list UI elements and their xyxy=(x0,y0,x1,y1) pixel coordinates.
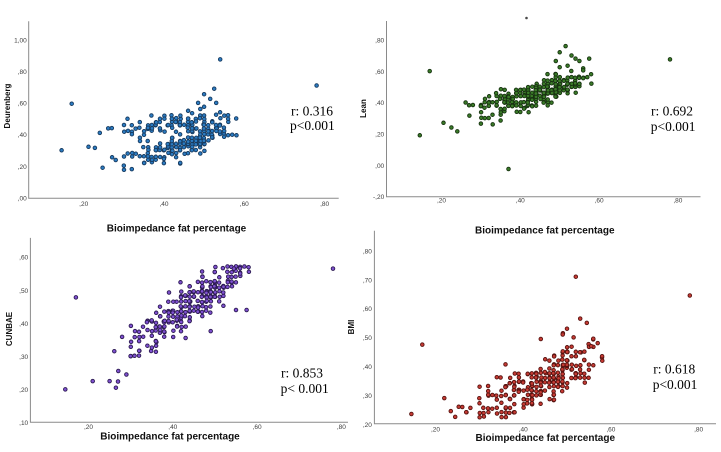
svg-text:-,20: -,20 xyxy=(373,194,385,201)
svg-text:,60: ,60 xyxy=(606,427,615,434)
svg-text:,60: ,60 xyxy=(240,201,249,208)
svg-text:,20: ,20 xyxy=(84,424,93,431)
svg-text:,80: ,80 xyxy=(337,424,346,431)
svg-text:,00: ,00 xyxy=(18,195,27,202)
svg-text:,60: ,60 xyxy=(253,424,262,431)
svg-text:,40: ,40 xyxy=(19,321,28,328)
svg-text:,20: ,20 xyxy=(18,164,27,171)
svg-text:,20: ,20 xyxy=(431,427,440,434)
svg-text:r: 0.618: r: 0.618 xyxy=(653,361,695,376)
svg-text:,40: ,40 xyxy=(363,364,372,371)
svg-text:,20: ,20 xyxy=(375,132,384,139)
svg-text:,40: ,40 xyxy=(18,132,27,139)
svg-text:,60: ,60 xyxy=(19,255,28,262)
svg-text:,40: ,40 xyxy=(159,201,168,208)
svg-text:CUNBAE: CUNBAE xyxy=(5,311,14,346)
svg-text:,60: ,60 xyxy=(595,197,604,204)
svg-text:Bioimpedance fat percentage: Bioimpedance fat percentage xyxy=(100,432,240,443)
svg-text:Bioimpedance fat percentage: Bioimpedance fat percentage xyxy=(476,433,616,444)
svg-text:,50: ,50 xyxy=(363,335,372,342)
svg-text:,30: ,30 xyxy=(19,354,28,361)
svg-text:,60: ,60 xyxy=(363,306,372,313)
svg-text:Bioimpedance fat percentage: Bioimpedance fat percentage xyxy=(107,224,247,235)
svg-text:,20: ,20 xyxy=(437,197,446,204)
svg-text:,40: ,40 xyxy=(375,100,384,107)
svg-text:,70: ,70 xyxy=(363,277,372,284)
svg-text:p<0.001: p<0.001 xyxy=(651,119,696,134)
svg-text:,20: ,20 xyxy=(19,387,28,394)
svg-text:Lean: Lean xyxy=(359,99,368,118)
svg-text:r: 0.692: r: 0.692 xyxy=(651,104,693,119)
svg-text:,80: ,80 xyxy=(375,38,384,45)
svg-text:,80: ,80 xyxy=(320,201,329,208)
svg-text:Deurenberg: Deurenberg xyxy=(3,83,12,128)
svg-text:,60: ,60 xyxy=(375,69,384,76)
svg-text:,30: ,30 xyxy=(363,393,372,400)
svg-text:BMI: BMI xyxy=(347,320,356,335)
svg-text:1,00: 1,00 xyxy=(14,37,27,44)
svg-text:,50: ,50 xyxy=(19,288,28,295)
svg-text:,80: ,80 xyxy=(18,69,27,76)
svg-text:p<0.001: p<0.001 xyxy=(653,377,698,392)
svg-text:,80: ,80 xyxy=(363,248,372,255)
svg-text:p< 0.001: p< 0.001 xyxy=(281,381,329,396)
svg-text:r: 0.853: r: 0.853 xyxy=(281,365,323,380)
svg-text:,80: ,80 xyxy=(694,427,703,434)
svg-text:,80: ,80 xyxy=(673,197,682,204)
svg-text:,40: ,40 xyxy=(168,424,177,431)
svg-text:,40: ,40 xyxy=(519,427,528,434)
svg-text:,20: ,20 xyxy=(79,201,88,208)
svg-text:,20: ,20 xyxy=(363,422,372,429)
svg-text:p<0.001: p<0.001 xyxy=(290,118,335,133)
svg-text:,00: ,00 xyxy=(375,163,384,170)
svg-text:,10: ,10 xyxy=(19,420,28,427)
svg-text:,40: ,40 xyxy=(516,197,525,204)
svg-text:Bioimpedance fat percentage: Bioimpedance fat percentage xyxy=(475,226,615,237)
svg-text:,60: ,60 xyxy=(18,101,27,108)
svg-text:r: 0.316: r: 0.316 xyxy=(291,103,333,118)
